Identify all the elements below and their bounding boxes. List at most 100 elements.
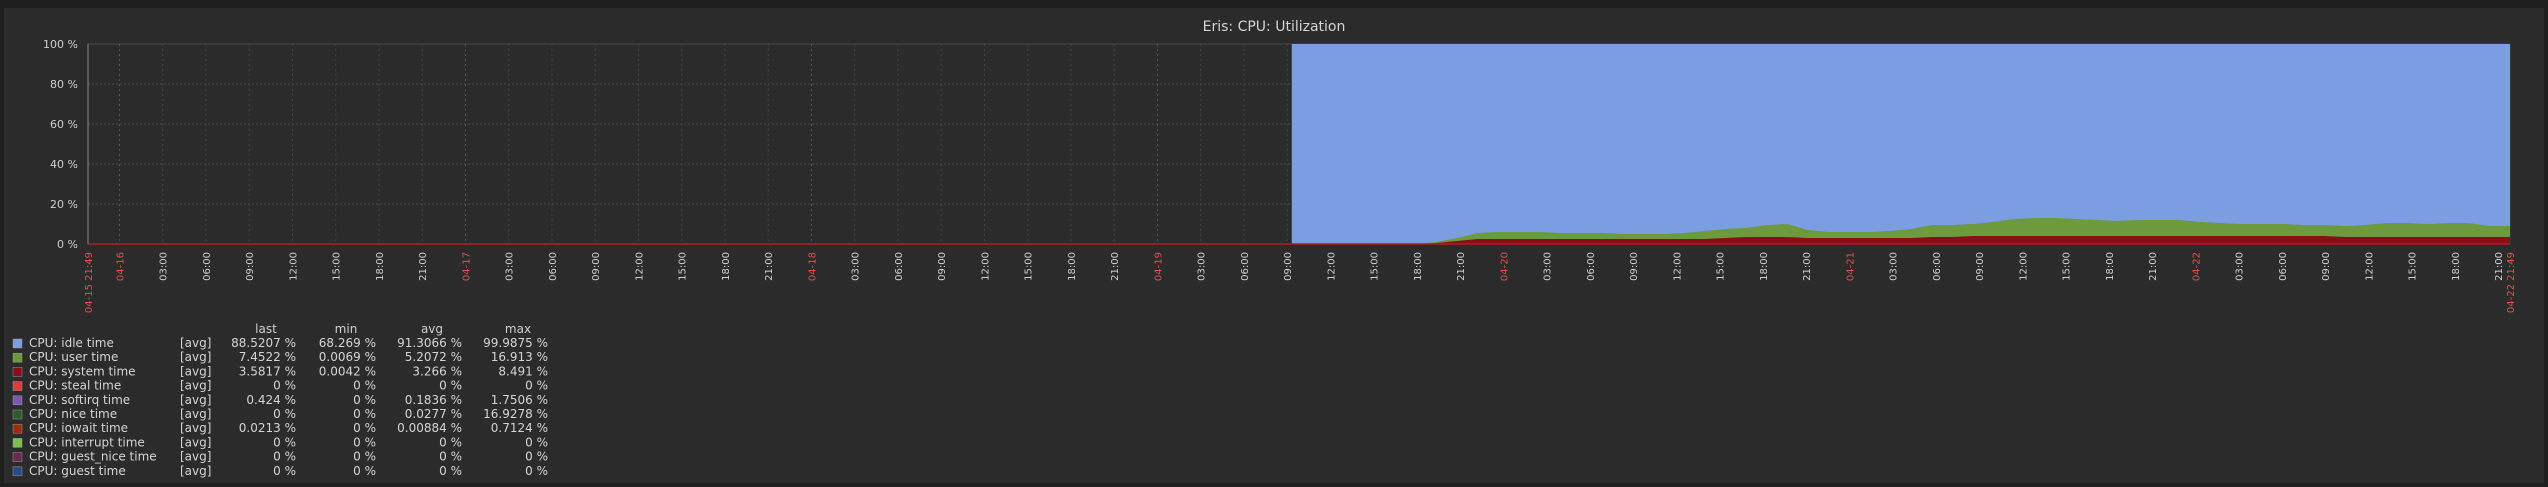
x-tick-label: 15:00	[2408, 252, 2419, 281]
y-tick-label: 60 %	[50, 118, 78, 131]
x-tick-label: 04-21	[1845, 252, 1856, 281]
legend-value-last: 0 %	[273, 379, 296, 393]
legend-func: [avg]	[180, 364, 211, 378]
legend-series-name: CPU: iowait time	[29, 421, 128, 435]
legend-func: [avg]	[180, 336, 211, 350]
legend-value-avg: 0.1836 %	[405, 393, 462, 407]
x-tick-label: 12:00	[2364, 252, 2375, 281]
legend-value-last: 0 %	[273, 435, 296, 449]
legend-value-last: 0 %	[273, 464, 296, 478]
legend-value-min: 0 %	[353, 421, 376, 435]
x-tick-label: 21:00	[764, 252, 775, 281]
x-tick-label: 03:00	[159, 252, 170, 281]
legend-value-max: 1.7506 %	[491, 393, 548, 407]
legend-value-min: 0 %	[353, 450, 376, 464]
legend-series-name: CPU: interrupt time	[29, 435, 145, 449]
legend-value-last: 0.0213 %	[239, 421, 296, 435]
x-tick-label: 21:00	[1456, 252, 1467, 281]
legend-func: [avg]	[180, 464, 211, 478]
x-tick-label: 06:00	[1932, 252, 1943, 281]
legend-series-name: CPU: softirq time	[29, 393, 130, 407]
y-tick-label: 0 %	[57, 238, 78, 251]
x-tick-label: 09:00	[1283, 252, 1294, 281]
legend-func: [avg]	[180, 450, 211, 464]
x-tick-label: 12:00	[1672, 252, 1683, 281]
legend-value-min: 0 %	[353, 435, 376, 449]
legend-func: [avg]	[180, 421, 211, 435]
x-tick-label: 06:00	[202, 252, 213, 281]
x-tick-label: 15:00	[1024, 252, 1035, 281]
y-tick-label: 100 %	[43, 38, 78, 51]
legend-swatch	[12, 466, 23, 477]
series-system-time-area	[1291, 236, 2510, 244]
x-tick-label: 18:00	[1759, 252, 1770, 281]
legend-value-last: 0 %	[273, 407, 296, 421]
legend-swatch	[12, 452, 23, 462]
x-tick-label: 21:00	[418, 252, 429, 281]
legend-value-last: 0.424 %	[246, 393, 296, 407]
legend-value-avg: 0 %	[439, 435, 462, 449]
legend-swatch	[12, 367, 23, 377]
x-tick-label: 21:00	[1802, 252, 1813, 281]
x-tick-label: 12:00	[634, 252, 645, 281]
y-tick-label: 20 %	[50, 198, 78, 211]
legend-value-max: 0 %	[525, 464, 548, 478]
legend-header-min: min	[335, 322, 358, 336]
legend-value-min: 0 %	[353, 464, 376, 478]
x-tick-label: 06:00	[1586, 252, 1597, 281]
x-tick-label: 18:00	[2105, 252, 2116, 281]
x-tick-label: 21:00	[2494, 252, 2505, 281]
x-tick-label: 09:00	[245, 252, 256, 281]
x-start-label: 04-15 21:49	[84, 252, 95, 313]
x-tick-label: 15:00	[332, 252, 343, 281]
legend-value-last: 88.5207 %	[231, 336, 296, 350]
legend-header-last: last	[255, 322, 277, 336]
legend-value-last: 7.4522 %	[239, 350, 296, 364]
legend-value-max: 16.913 %	[491, 350, 548, 364]
legend-series-name: CPU: system time	[29, 364, 136, 378]
legend-value-min: 68.269 %	[319, 336, 376, 350]
x-tick-label: 09:00	[1975, 252, 1986, 281]
x-tick-label: 18:00	[721, 252, 732, 281]
legend-series-name: CPU: nice time	[29, 407, 117, 421]
legend-func: [avg]	[180, 393, 211, 407]
x-tick-label: 21:00	[1110, 252, 1121, 281]
legend-series-name: CPU: guest_nice time	[29, 450, 157, 464]
x-tick-label: 15:00	[678, 252, 689, 281]
x-tick-label: 06:00	[1240, 252, 1251, 281]
x-tick-label: 04-16	[115, 252, 126, 281]
x-tick-label: 15:00	[1716, 252, 1727, 281]
legend-value-avg: 0 %	[439, 450, 462, 464]
legend-series-name: CPU: steal time	[29, 379, 121, 393]
x-tick-label: 18:00	[375, 252, 386, 281]
plot-area[interactable]: 100 % 80 % 60 % 40 % 20 % 0 % 04-16 03:00 06:00 0…	[43, 38, 2517, 313]
x-tick-label: 09:00	[937, 252, 948, 281]
x-tick-label: 03:00	[1543, 252, 1554, 281]
x-tick-label: 21:00	[2148, 252, 2159, 281]
legend-series-name: CPU: guest time	[29, 464, 126, 478]
legend-func: [avg]	[180, 350, 211, 364]
legend-header-avg: avg	[421, 322, 443, 336]
legend-value-last: 0 %	[273, 450, 296, 464]
legend-swatch	[12, 352, 23, 363]
legend-value-max: 0 %	[525, 450, 548, 464]
legend-value-min: 0 %	[353, 393, 376, 407]
legend-value-avg: 0 %	[439, 464, 462, 478]
x-tick-label: 09:00	[591, 252, 602, 281]
x-tick-label: 18:00	[2451, 252, 2462, 281]
x-tick-label: 04-20	[1499, 252, 1510, 281]
x-tick-label: 09:00	[1629, 252, 1640, 281]
y-tick-label: 40 %	[50, 158, 78, 171]
x-tick-label: 03:00	[2235, 252, 2246, 281]
x-tick-label: 12:00	[980, 252, 991, 281]
y-tick-label: 80 %	[50, 78, 78, 91]
legend-func: [avg]	[180, 407, 211, 421]
x-tick-label: 06:00	[2278, 252, 2289, 281]
legend-swatch	[12, 423, 23, 434]
legend-func: [avg]	[180, 435, 211, 449]
x-tick-label: 09:00	[2321, 252, 2332, 281]
x-tick-label: 18:00	[1413, 252, 1424, 281]
series-idle-time-area	[1291, 44, 2510, 244]
legend-value-min: 0.0069 %	[319, 350, 376, 364]
